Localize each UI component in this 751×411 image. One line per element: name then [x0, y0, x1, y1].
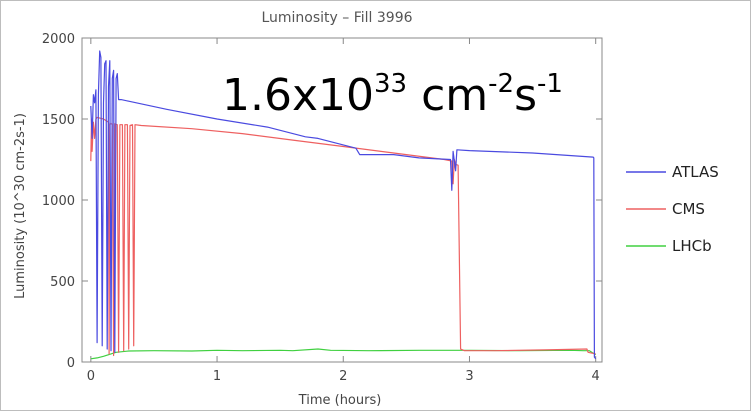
y-axis: 0 500 1000 1500 2000	[42, 32, 602, 371]
x-tick-label: 4	[592, 369, 600, 384]
y-axis-label: Luminosity (10^30 cm-2s-1)	[13, 113, 28, 299]
y-tick-label: 1000	[42, 194, 75, 209]
x-tick-label: 0	[87, 369, 95, 384]
series-lines	[90, 50, 597, 360]
legend-label-lhcb: LHCb	[672, 237, 712, 255]
series-line-lhcb	[90, 348, 597, 360]
x-axis: 0 1 2 3 4	[87, 38, 600, 384]
legend: ATLAS CMS LHCb	[626, 163, 719, 255]
annotation-exp-neg2: -2	[488, 69, 514, 99]
legend-label-cms: CMS	[672, 200, 705, 218]
x-tick-label: 2	[339, 369, 347, 384]
series-line-atlas	[90, 50, 597, 360]
legend-label-atlas: ATLAS	[672, 163, 719, 181]
annotation-s: s	[514, 70, 537, 121]
luminosity-annotation: 1.6x1033 cm-2s-1	[222, 69, 563, 121]
series-line-cms	[90, 116, 596, 357]
annotation-exp-neg1: -1	[537, 69, 563, 99]
x-tick-label: 1	[213, 369, 221, 384]
annotation-exp-33: 33	[374, 69, 407, 99]
y-tick-label: 1500	[42, 113, 75, 128]
annotation-base: 1.6x10	[222, 70, 374, 121]
y-tick-label: 0	[67, 356, 75, 371]
y-tick-label: 2000	[42, 32, 75, 47]
x-tick-label: 3	[465, 369, 473, 384]
y-tick-label: 500	[50, 275, 75, 290]
x-axis-label: Time (hours)	[298, 393, 382, 408]
chart-title: Luminosity – Fill 3996	[261, 10, 412, 26]
annotation-cm: cm	[407, 70, 488, 121]
